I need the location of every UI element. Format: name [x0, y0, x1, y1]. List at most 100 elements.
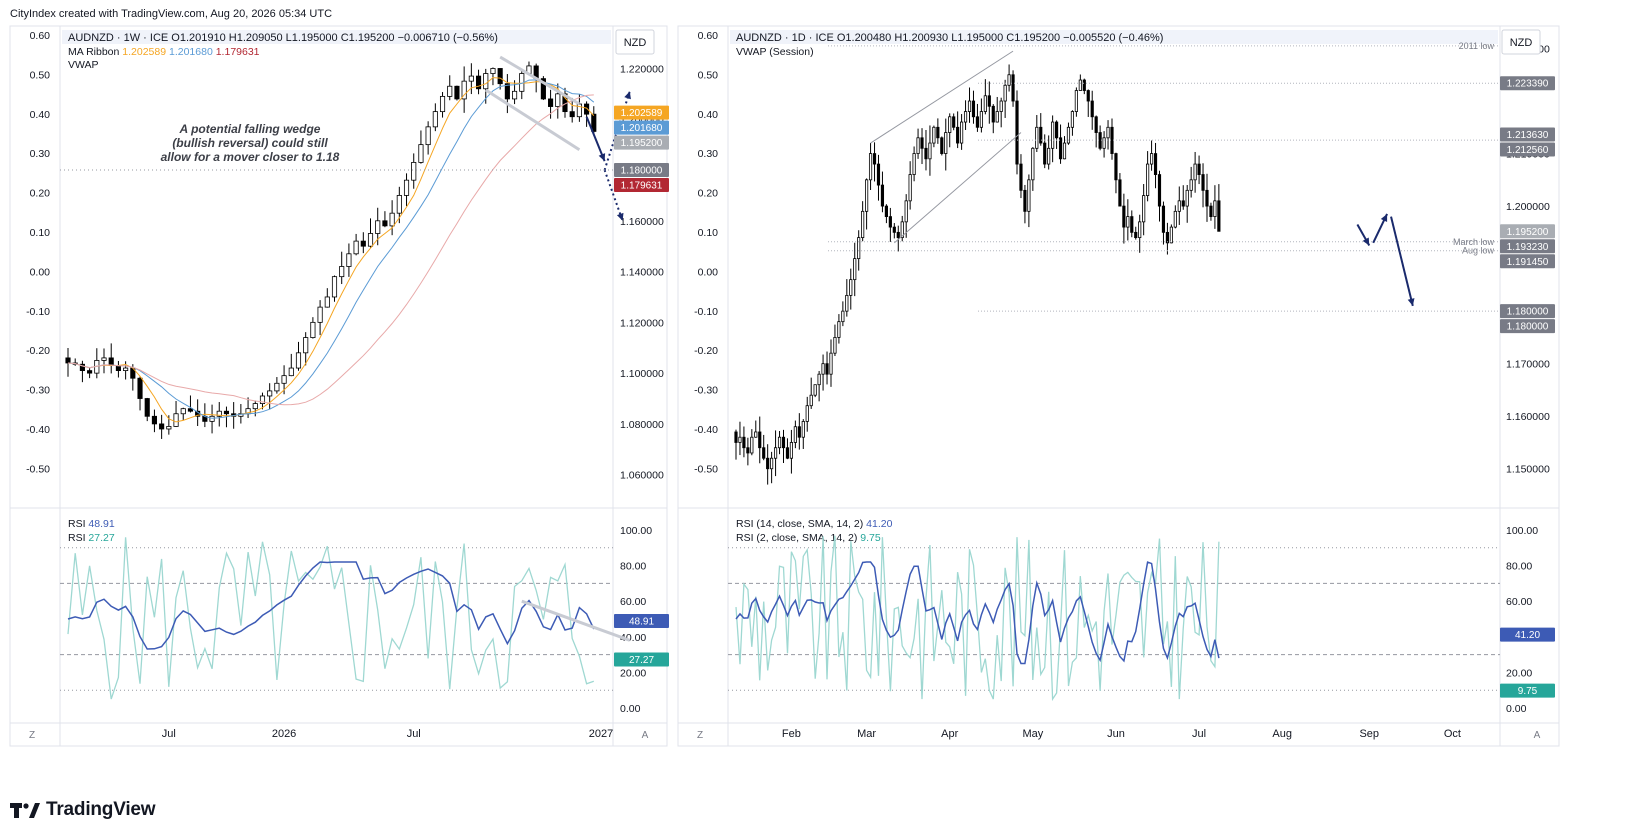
daily-rsi-tick: 60.00 — [1506, 596, 1532, 608]
daily-candle-body — [920, 137, 924, 149]
daily-candle-body — [944, 132, 948, 154]
ma-slow-line — [67, 94, 594, 406]
weekly-candle-body — [339, 266, 345, 278]
daily-arrow-down-2-head — [1407, 298, 1415, 306]
weekly-rsi2-tag-bg — [614, 652, 669, 667]
daily-symbol-title: AUDNZD · 1D · ICE O1.200480 H1.200930 L1… — [736, 32, 1163, 44]
weekly-candle-body — [295, 352, 302, 369]
daily-price-tick: 1.170000 — [1506, 359, 1550, 371]
daily-candle-body — [1035, 126, 1039, 149]
daily-candle-body — [1130, 216, 1134, 233]
daily-candle-body — [1003, 84, 1007, 102]
weekly-candle-body — [555, 93, 561, 107]
daily-candle-body — [746, 447, 750, 454]
weekly-rsi-tick: 0.00 — [620, 703, 641, 715]
daily-candle-body — [789, 442, 793, 459]
daily-price-tag: 1.195200 — [1507, 227, 1549, 238]
daily-rsi2-line — [735, 535, 1220, 702]
weekly-rsi14-tag-bg — [614, 613, 669, 628]
daily-rsi2-tag: 9.75 — [1518, 686, 1538, 697]
daily-time-label: Jul — [1192, 728, 1206, 740]
daily-candle-body — [762, 447, 766, 459]
daily-candle-body — [853, 258, 857, 281]
weekly-candle-body — [252, 403, 258, 410]
daily-candle-body — [1007, 74, 1011, 86]
daily-time-label: May — [1022, 728, 1043, 740]
daily-price-tag: 1.180000 — [1507, 322, 1549, 333]
daily-left-tick: 0.20 — [698, 188, 719, 200]
daily-candle-body — [809, 394, 813, 407]
daily-left-tick: 0.50 — [698, 69, 719, 81]
daily-candle-body — [1062, 142, 1067, 160]
daily-candle-body — [892, 226, 896, 233]
weekly-price-tick: 1.080000 — [620, 419, 664, 431]
weekly-candle-body — [504, 83, 510, 100]
daily-candle-body — [1173, 210, 1177, 228]
weekly-candle-body — [288, 367, 294, 377]
weekly-price-tick: 1.060000 — [620, 470, 664, 482]
weekly-left-tick: -0.10 — [26, 306, 50, 318]
weekly-left-tick: -0.50 — [26, 463, 50, 475]
daily-candle-body — [1055, 121, 1059, 139]
weekly-time-label: Jul — [407, 728, 421, 740]
weekly-price-tick: 1.160000 — [620, 216, 664, 228]
daily-candle-body — [900, 221, 904, 239]
daily-time-label: Sep — [1359, 728, 1379, 740]
daily-candle-body — [888, 216, 892, 228]
weekly-down-arrow-head — [598, 153, 606, 162]
daily-arrow-up-head — [1380, 213, 1388, 222]
weekly-candle-body — [151, 415, 157, 425]
daily-currency-label: NZD — [1510, 37, 1533, 49]
weekly-left-tick: 0.40 — [30, 109, 51, 121]
weekly-candle-body — [310, 321, 316, 338]
daily-frame — [677, 25, 1560, 747]
daily-left-tick: -0.40 — [694, 424, 718, 436]
weekly-auto-scale-icon: A — [642, 730, 649, 741]
daily-candle-body — [1078, 79, 1082, 91]
daily-rsi14-tag-bg — [1500, 627, 1555, 642]
weekly-ma-value: 1.179631 — [216, 46, 260, 58]
weekly-rsi2-line — [67, 537, 595, 700]
daily-rsi2-tag-bg — [1500, 683, 1555, 698]
wedge-upper-line — [499, 55, 581, 106]
daily-candle-body — [817, 373, 821, 386]
weekly-candle-body — [324, 296, 330, 308]
weekly-candle-body — [144, 398, 150, 417]
weekly-left-tick: 0.10 — [30, 227, 51, 239]
weekly-left-tick: -0.20 — [26, 345, 50, 357]
daily-price-tag-bg — [1500, 304, 1555, 319]
weekly-candle-body — [569, 111, 575, 118]
weekly-candle-body — [468, 75, 474, 82]
daily-candle-body — [738, 436, 742, 443]
daily-rsi14-label: RSI (14, close, SMA, 14, 2) 41.20 — [736, 518, 893, 530]
daily-candle-body — [857, 237, 861, 260]
weekly-ma-value: 1.201680 — [169, 46, 216, 58]
daily-candle-body — [1122, 205, 1126, 228]
daily-rsi14-line — [735, 561, 1220, 665]
daily-candle-body — [884, 205, 888, 217]
daily-candle-body — [1051, 121, 1055, 149]
weekly-candle-body — [259, 395, 266, 405]
daily-time-label: Feb — [782, 728, 801, 740]
daily-candle-body — [928, 142, 932, 160]
weekly-ma-value: 1.202589 — [122, 46, 169, 58]
weekly-rsi-tick: 60.00 — [620, 596, 646, 608]
daily-candle-body — [1205, 189, 1209, 207]
weekly-price-tick: 1.120000 — [620, 317, 664, 329]
weekly-candle-body — [461, 80, 467, 100]
daily-left-tick: 0.10 — [698, 227, 719, 239]
daily-candle-body — [825, 363, 829, 375]
daily-left-tick: -0.30 — [694, 385, 718, 397]
weekly-price-tick: 1.140000 — [620, 267, 664, 279]
daily-candle-body — [872, 153, 877, 165]
daily-candle-body — [1149, 153, 1154, 165]
weekly-rsi14-value: 48.91 — [88, 518, 114, 530]
weekly-down-arrow — [585, 116, 606, 162]
weekly-candle-body — [396, 195, 402, 214]
daily-candle-body — [956, 126, 960, 144]
weekly-candle-body — [432, 111, 438, 128]
daily-candle-body — [916, 137, 920, 154]
weekly-rsi-tick: 100.00 — [620, 525, 652, 537]
weekly-left-tick: -0.40 — [26, 424, 50, 436]
daily-candle-body — [821, 363, 825, 375]
